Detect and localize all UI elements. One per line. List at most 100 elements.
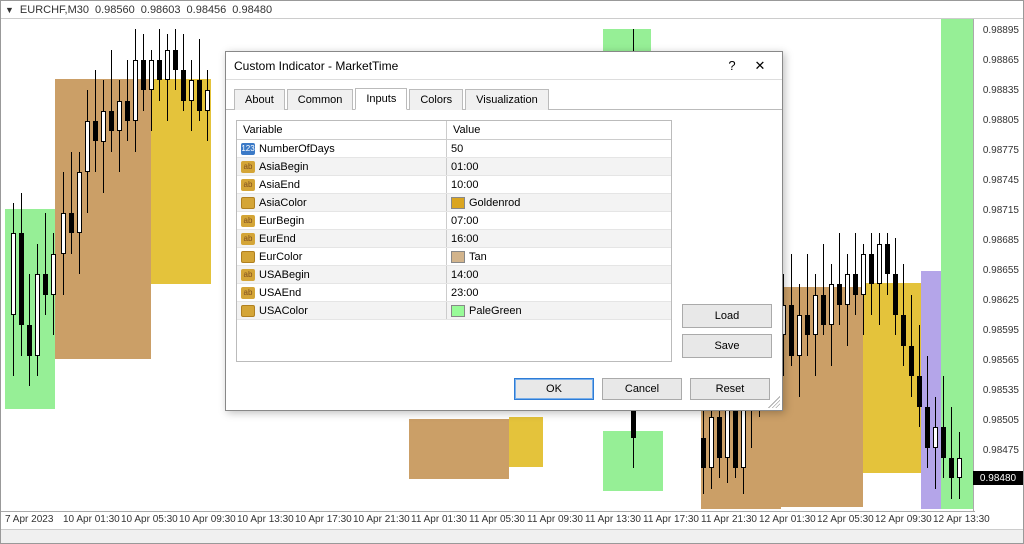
str-type-icon: ab	[241, 233, 255, 245]
input-value: PaleGreen	[469, 305, 522, 317]
col-type-icon	[241, 305, 255, 317]
x-tick: 11 Apr 09:30	[527, 514, 583, 525]
chart-header: ▼ EURCHF,M30 0.98560 0.98603 0.98456 0.9…	[1, 1, 1023, 19]
str-type-icon: ab	[241, 179, 255, 191]
session-box	[921, 271, 941, 509]
col-type-icon	[241, 197, 255, 209]
input-value: 14:00	[451, 269, 479, 281]
input-name: NumberOfDays	[259, 143, 335, 155]
input-value: 07:00	[451, 215, 479, 227]
color-swatch	[451, 305, 465, 317]
load-button[interactable]: Load	[682, 304, 772, 328]
input-row[interactable]: ab AsiaEnd 10:00	[237, 176, 671, 194]
input-value: Goldenrod	[469, 197, 520, 209]
tab-common[interactable]: Common	[287, 89, 354, 110]
input-name: EurColor	[259, 251, 302, 263]
dialog-titlebar[interactable]: Custom Indicator - MarketTime ? ✕	[226, 52, 782, 80]
y-tick: 0.98865	[983, 55, 1019, 66]
input-name: EurBegin	[259, 215, 304, 227]
input-value: 10:00	[451, 179, 479, 191]
x-tick: 11 Apr 21:30	[701, 514, 757, 525]
input-value: 01:00	[451, 161, 479, 173]
bottom-scrollbar[interactable]	[1, 529, 1023, 543]
y-tick: 0.98565	[983, 355, 1019, 366]
reset-button[interactable]: Reset	[690, 378, 770, 400]
inputs-table[interactable]: Variable Value 123 NumberOfDays 50 ab AsiaBe…	[236, 120, 672, 362]
current-price-label: 0.98480	[973, 471, 1023, 485]
indicator-dialog: Custom Indicator - MarketTime ? ✕ AboutC…	[225, 51, 783, 411]
y-axis: 0.988950.988650.988350.988050.987750.987…	[973, 19, 1023, 513]
y-tick: 0.98535	[983, 385, 1019, 396]
input-row[interactable]: AsiaColor Goldenrod	[237, 194, 671, 212]
ohlc-l: 0.98456	[187, 4, 227, 16]
input-name: AsiaColor	[259, 197, 307, 209]
input-name: USABegin	[259, 269, 310, 281]
input-row[interactable]: ab AsiaBegin 01:00	[237, 158, 671, 176]
session-box	[151, 79, 211, 284]
x-tick: 11 Apr 05:30	[469, 514, 525, 525]
input-value: 16:00	[451, 233, 479, 245]
input-value: 23:00	[451, 287, 479, 299]
x-tick: 12 Apr 13:30	[933, 514, 990, 525]
tab-about[interactable]: About	[234, 89, 285, 110]
x-tick: 12 Apr 01:30	[759, 514, 816, 525]
x-tick: 11 Apr 01:30	[411, 514, 467, 525]
y-tick: 0.98685	[983, 235, 1019, 246]
str-type-icon: ab	[241, 161, 255, 173]
y-tick: 0.98655	[983, 265, 1019, 276]
help-button[interactable]: ?	[718, 56, 746, 76]
ohlc-o: 0.98560	[95, 4, 135, 16]
tab-colors[interactable]: Colors	[409, 89, 463, 110]
x-tick: 11 Apr 13:30	[585, 514, 641, 525]
y-tick: 0.98775	[983, 145, 1019, 156]
x-tick: 10 Apr 21:30	[353, 514, 410, 525]
y-tick: 0.98835	[983, 85, 1019, 96]
input-value: 50	[451, 143, 463, 155]
dialog-footer: OK Cancel Reset	[226, 372, 782, 406]
input-row[interactable]: ab USAEnd 23:00	[237, 284, 671, 302]
x-tick: 10 Apr 05:30	[121, 514, 178, 525]
input-row[interactable]: ab EurBegin 07:00	[237, 212, 671, 230]
session-box	[409, 419, 509, 479]
input-row[interactable]: USAColorPaleGreen	[237, 302, 671, 320]
str-type-icon: ab	[241, 269, 255, 281]
cancel-button[interactable]: Cancel	[602, 378, 682, 400]
tab-inputs[interactable]: Inputs	[355, 88, 407, 110]
close-button[interactable]: ✕	[746, 56, 774, 76]
input-row[interactable]: ab USABegin 14:00	[237, 266, 671, 284]
tab-visualization[interactable]: Visualization	[465, 89, 549, 110]
session-box	[509, 417, 543, 467]
str-type-icon: ab	[241, 215, 255, 227]
color-swatch	[451, 251, 465, 263]
ohlc-h: 0.98603	[141, 4, 181, 16]
x-tick: 10 Apr 13:30	[237, 514, 294, 525]
arrow-down-icon: ▼	[5, 5, 14, 15]
x-tick: 7 Apr 2023	[5, 514, 53, 525]
x-axis: 7 Apr 202310 Apr 01:3010 Apr 05:3010 Apr…	[1, 511, 975, 529]
dialog-tabs: AboutCommonInputsColorsVisualization	[226, 84, 782, 110]
y-tick: 0.98895	[983, 25, 1019, 36]
int-type-icon: 123	[241, 143, 255, 155]
resize-grip-icon[interactable]	[768, 396, 780, 408]
y-tick: 0.98475	[983, 445, 1019, 456]
session-box	[941, 19, 975, 509]
input-name: EurEnd	[259, 233, 296, 245]
color-swatch	[451, 197, 465, 209]
save-button[interactable]: Save	[682, 334, 772, 358]
ohlc-c: 0.98480	[232, 4, 272, 16]
str-type-icon: ab	[241, 287, 255, 299]
input-name: AsiaBegin	[259, 161, 309, 173]
y-tick: 0.98595	[983, 325, 1019, 336]
table-header: Variable Value	[237, 121, 671, 140]
col-variable: Variable	[237, 121, 447, 139]
x-tick: 10 Apr 17:30	[295, 514, 352, 525]
ok-button[interactable]: OK	[514, 378, 594, 400]
x-tick: 11 Apr 17:30	[643, 514, 699, 525]
input-row[interactable]: ab EurEnd 16:00	[237, 230, 671, 248]
input-row[interactable]: EurColor Tan	[237, 248, 671, 266]
y-tick: 0.98745	[983, 175, 1019, 186]
input-name: AsiaEnd	[259, 179, 300, 191]
input-row[interactable]: 123 NumberOfDays 50	[237, 140, 671, 158]
input-value: Tan	[469, 251, 487, 263]
input-name: USAEnd	[259, 287, 301, 299]
